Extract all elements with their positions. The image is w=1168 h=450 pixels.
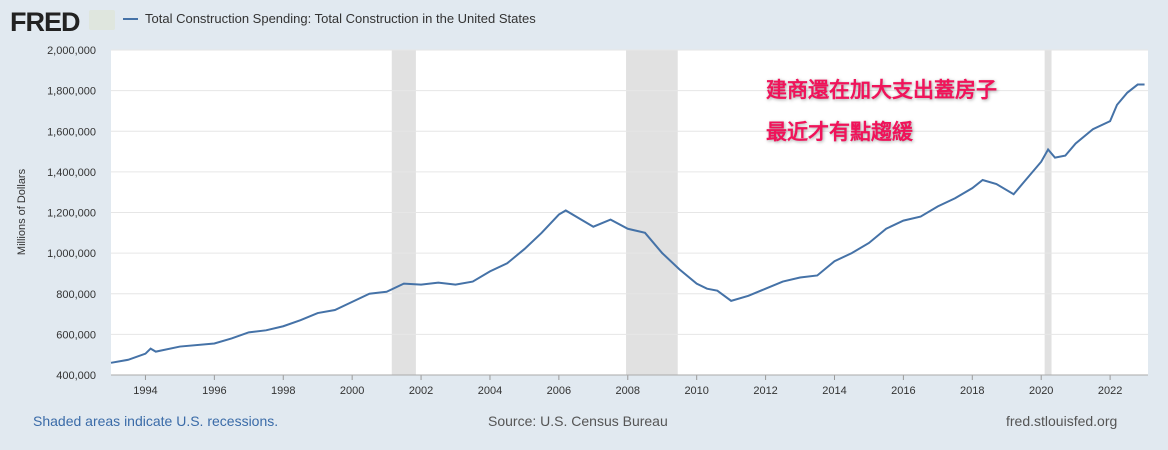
x-tick-label: 2016: [891, 385, 915, 397]
fred-logo[interactable]: FRED: [10, 7, 80, 37]
y-tick-label: 1,000,000: [47, 248, 96, 260]
y-tick-label: 1,400,000: [47, 167, 96, 179]
x-tick-label: 2004: [478, 385, 502, 397]
recession-note: Shaded areas indicate U.S. recessions.: [33, 413, 279, 429]
legend-swatch: [123, 17, 138, 20]
annotation-line-1: 建商還在加大支出蓋房子: [766, 78, 997, 102]
x-tick-label: 2008: [616, 385, 640, 397]
x-tick-label: 1998: [271, 385, 295, 397]
x-tick-label: 2012: [753, 385, 777, 397]
fred-url[interactable]: fred.stlouisfed.org: [1006, 413, 1118, 429]
legend-label[interactable]: Total Construction Spending: Total Const…: [145, 11, 536, 26]
y-axis-label: Millions of Dollars: [16, 168, 28, 255]
x-tick-label: 2006: [547, 385, 571, 397]
y-tick-label: 1,200,000: [47, 208, 96, 220]
line-chart: 400,000 600,000 800,000 1,000,000 1,200,000 1…: [16, 45, 1148, 397]
x-tick-label: 2014: [822, 385, 846, 397]
y-tick-label: 400,000: [56, 370, 96, 382]
y-tick-label: 1,800,000: [47, 86, 96, 98]
x-tick-label: 2010: [684, 385, 708, 397]
annotation-line-2: 最近才有點趨緩: [766, 120, 913, 144]
x-tick-label: 2000: [340, 385, 364, 397]
x-tick-label: 1996: [202, 385, 226, 397]
x-tick-label: 2022: [1098, 385, 1122, 397]
y-tick-label: 600,000: [56, 329, 96, 341]
y-tick-label: 1,600,000: [47, 126, 96, 138]
source-note: Source: U.S. Census Bureau: [488, 413, 668, 429]
chart-logo-icon: [89, 10, 115, 30]
x-tick-label: 2002: [409, 385, 433, 397]
x-tick-label: 1994: [133, 385, 157, 397]
x-tick-label: 2020: [1029, 385, 1053, 397]
x-tick-label: 2018: [960, 385, 984, 397]
y-tick-label: 800,000: [56, 289, 96, 301]
y-tick-label: 2,000,000: [47, 45, 96, 57]
series-line: [110, 83, 1145, 364]
legend: Total Construction Spending: Total Const…: [123, 11, 536, 26]
